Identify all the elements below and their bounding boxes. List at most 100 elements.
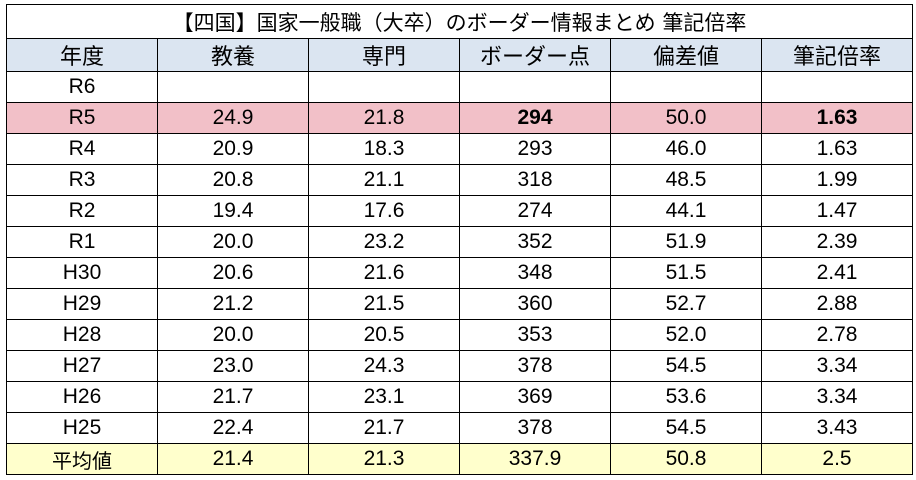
table-body: R6 R5 24.9 21.8 294 50.0 1.63 R4 20.9 18.3 293 46.0… xyxy=(6,71,913,475)
year-cell: R4 xyxy=(6,133,158,165)
border-cell: 360 xyxy=(459,288,611,320)
bairitsu-cell: 1.99 xyxy=(761,164,913,196)
average-row: 平均値 21.4 21.3 337.9 50.8 2.5 xyxy=(6,443,913,475)
hensachi-cell: 52.0 xyxy=(610,319,762,351)
kyoyo-cell: 19.4 xyxy=(157,195,309,227)
hensachi-cell: 53.6 xyxy=(610,381,762,413)
year-cell: R2 xyxy=(6,195,158,227)
table-row: R6 xyxy=(6,71,913,103)
kyoyo-cell: 20.6 xyxy=(157,257,309,289)
bairitsu-cell xyxy=(761,71,913,103)
year-cell: H28 xyxy=(6,319,158,351)
year-cell: R6 xyxy=(6,71,158,103)
border-cell: 378 xyxy=(459,412,611,444)
table-title: 【四国】国家一般職（大卒）のボーダー情報まとめ 筆記倍率 xyxy=(6,4,913,39)
senmon-cell: 21.8 xyxy=(308,102,460,134)
table-row: H29 21.2 21.5 360 52.7 2.88 xyxy=(6,288,913,320)
year-cell: H26 xyxy=(6,381,158,413)
column-header-year: 年度 xyxy=(6,38,158,72)
border-cell: 274 xyxy=(459,195,611,227)
table-row: R3 20.8 21.1 318 48.5 1.99 xyxy=(6,164,913,196)
bairitsu-cell: 2.41 xyxy=(761,257,913,289)
table-row: H27 23.0 24.3 378 54.5 3.34 xyxy=(6,350,913,382)
table-row: H28 20.0 20.5 353 52.0 2.78 xyxy=(6,319,913,351)
kyoyo-cell: 24.9 xyxy=(157,102,309,134)
average-hensachi: 50.8 xyxy=(610,443,762,475)
kyoyo-cell: 20.0 xyxy=(157,226,309,258)
senmon-cell: 23.2 xyxy=(308,226,460,258)
column-header-kyoyo: 教養 xyxy=(157,38,309,72)
border-cell: 352 xyxy=(459,226,611,258)
senmon-cell: 21.7 xyxy=(308,412,460,444)
kyoyo-cell: 21.2 xyxy=(157,288,309,320)
bairitsu-cell: 2.88 xyxy=(761,288,913,320)
hensachi-cell: 54.5 xyxy=(610,350,762,382)
hensachi-cell: 51.9 xyxy=(610,226,762,258)
title-row: 【四国】国家一般職（大卒）のボーダー情報まとめ 筆記倍率 xyxy=(6,4,913,39)
hensachi-cell: 48.5 xyxy=(610,164,762,196)
senmon-cell: 17.6 xyxy=(308,195,460,227)
bairitsu-cell: 2.39 xyxy=(761,226,913,258)
table-row: R1 20.0 23.2 352 51.9 2.39 xyxy=(6,226,913,258)
border-cell: 353 xyxy=(459,319,611,351)
average-kyoyo: 21.4 xyxy=(157,443,309,475)
hensachi-cell: 44.1 xyxy=(610,195,762,227)
border-cell: 293 xyxy=(459,133,611,165)
bairitsu-cell: 3.43 xyxy=(761,412,913,444)
kyoyo-cell xyxy=(157,71,309,103)
bairitsu-cell: 3.34 xyxy=(761,350,913,382)
table-row: H30 20.6 21.6 348 51.5 2.41 xyxy=(6,257,913,289)
year-cell: H30 xyxy=(6,257,158,289)
border-cell xyxy=(459,71,611,103)
table-row: R5 24.9 21.8 294 50.0 1.63 xyxy=(6,102,913,134)
table-row: R2 19.4 17.6 274 44.1 1.47 xyxy=(6,195,913,227)
kyoyo-cell: 23.0 xyxy=(157,350,309,382)
bairitsu-cell: 3.34 xyxy=(761,381,913,413)
year-cell: H27 xyxy=(6,350,158,382)
bairitsu-cell: 1.63 xyxy=(761,102,913,134)
bairitsu-cell: 1.63 xyxy=(761,133,913,165)
senmon-cell xyxy=(308,71,460,103)
average-label: 平均値 xyxy=(6,443,158,475)
senmon-cell: 21.6 xyxy=(308,257,460,289)
year-cell: H29 xyxy=(6,288,158,320)
hensachi-cell: 51.5 xyxy=(610,257,762,289)
column-header-border: ボーダー点 xyxy=(459,38,611,72)
senmon-cell: 21.1 xyxy=(308,164,460,196)
column-header-bairitsu: 筆記倍率 xyxy=(761,38,913,72)
bairitsu-cell: 2.78 xyxy=(761,319,913,351)
bairitsu-cell: 1.47 xyxy=(761,195,913,227)
senmon-cell: 24.3 xyxy=(308,350,460,382)
kyoyo-cell: 20.9 xyxy=(157,133,309,165)
hensachi-cell xyxy=(610,71,762,103)
border-info-sheet: 【四国】国家一般職（大卒）のボーダー情報まとめ 筆記倍率 年度 教養 専門 ボー… xyxy=(6,4,913,476)
column-header-senmon: 専門 xyxy=(308,38,460,72)
border-info-table: 【四国】国家一般職（大卒）のボーダー情報まとめ 筆記倍率 年度 教養 専門 ボー… xyxy=(6,4,913,475)
senmon-cell: 18.3 xyxy=(308,133,460,165)
average-senmon: 21.3 xyxy=(308,443,460,475)
year-cell: H25 xyxy=(6,412,158,444)
year-cell: R3 xyxy=(6,164,158,196)
border-cell: 294 xyxy=(459,102,611,134)
table-row: R4 20.9 18.3 293 46.0 1.63 xyxy=(6,133,913,165)
average-bairitsu: 2.5 xyxy=(761,443,913,475)
hensachi-cell: 50.0 xyxy=(610,102,762,134)
border-cell: 318 xyxy=(459,164,611,196)
senmon-cell: 20.5 xyxy=(308,319,460,351)
senmon-cell: 23.1 xyxy=(308,381,460,413)
kyoyo-cell: 20.8 xyxy=(157,164,309,196)
hensachi-cell: 52.7 xyxy=(610,288,762,320)
senmon-cell: 21.5 xyxy=(308,288,460,320)
kyoyo-cell: 22.4 xyxy=(157,412,309,444)
kyoyo-cell: 21.7 xyxy=(157,381,309,413)
border-cell: 378 xyxy=(459,350,611,382)
hensachi-cell: 46.0 xyxy=(610,133,762,165)
column-header-hensachi: 偏差値 xyxy=(610,38,762,72)
table-row: H25 22.4 21.7 378 54.5 3.43 xyxy=(6,412,913,444)
hensachi-cell: 54.5 xyxy=(610,412,762,444)
column-header-row: 年度 教養 専門 ボーダー点 偏差値 筆記倍率 xyxy=(6,38,913,72)
year-cell: R5 xyxy=(6,102,158,134)
average-border: 337.9 xyxy=(459,443,611,475)
year-cell: R1 xyxy=(6,226,158,258)
border-cell: 369 xyxy=(459,381,611,413)
